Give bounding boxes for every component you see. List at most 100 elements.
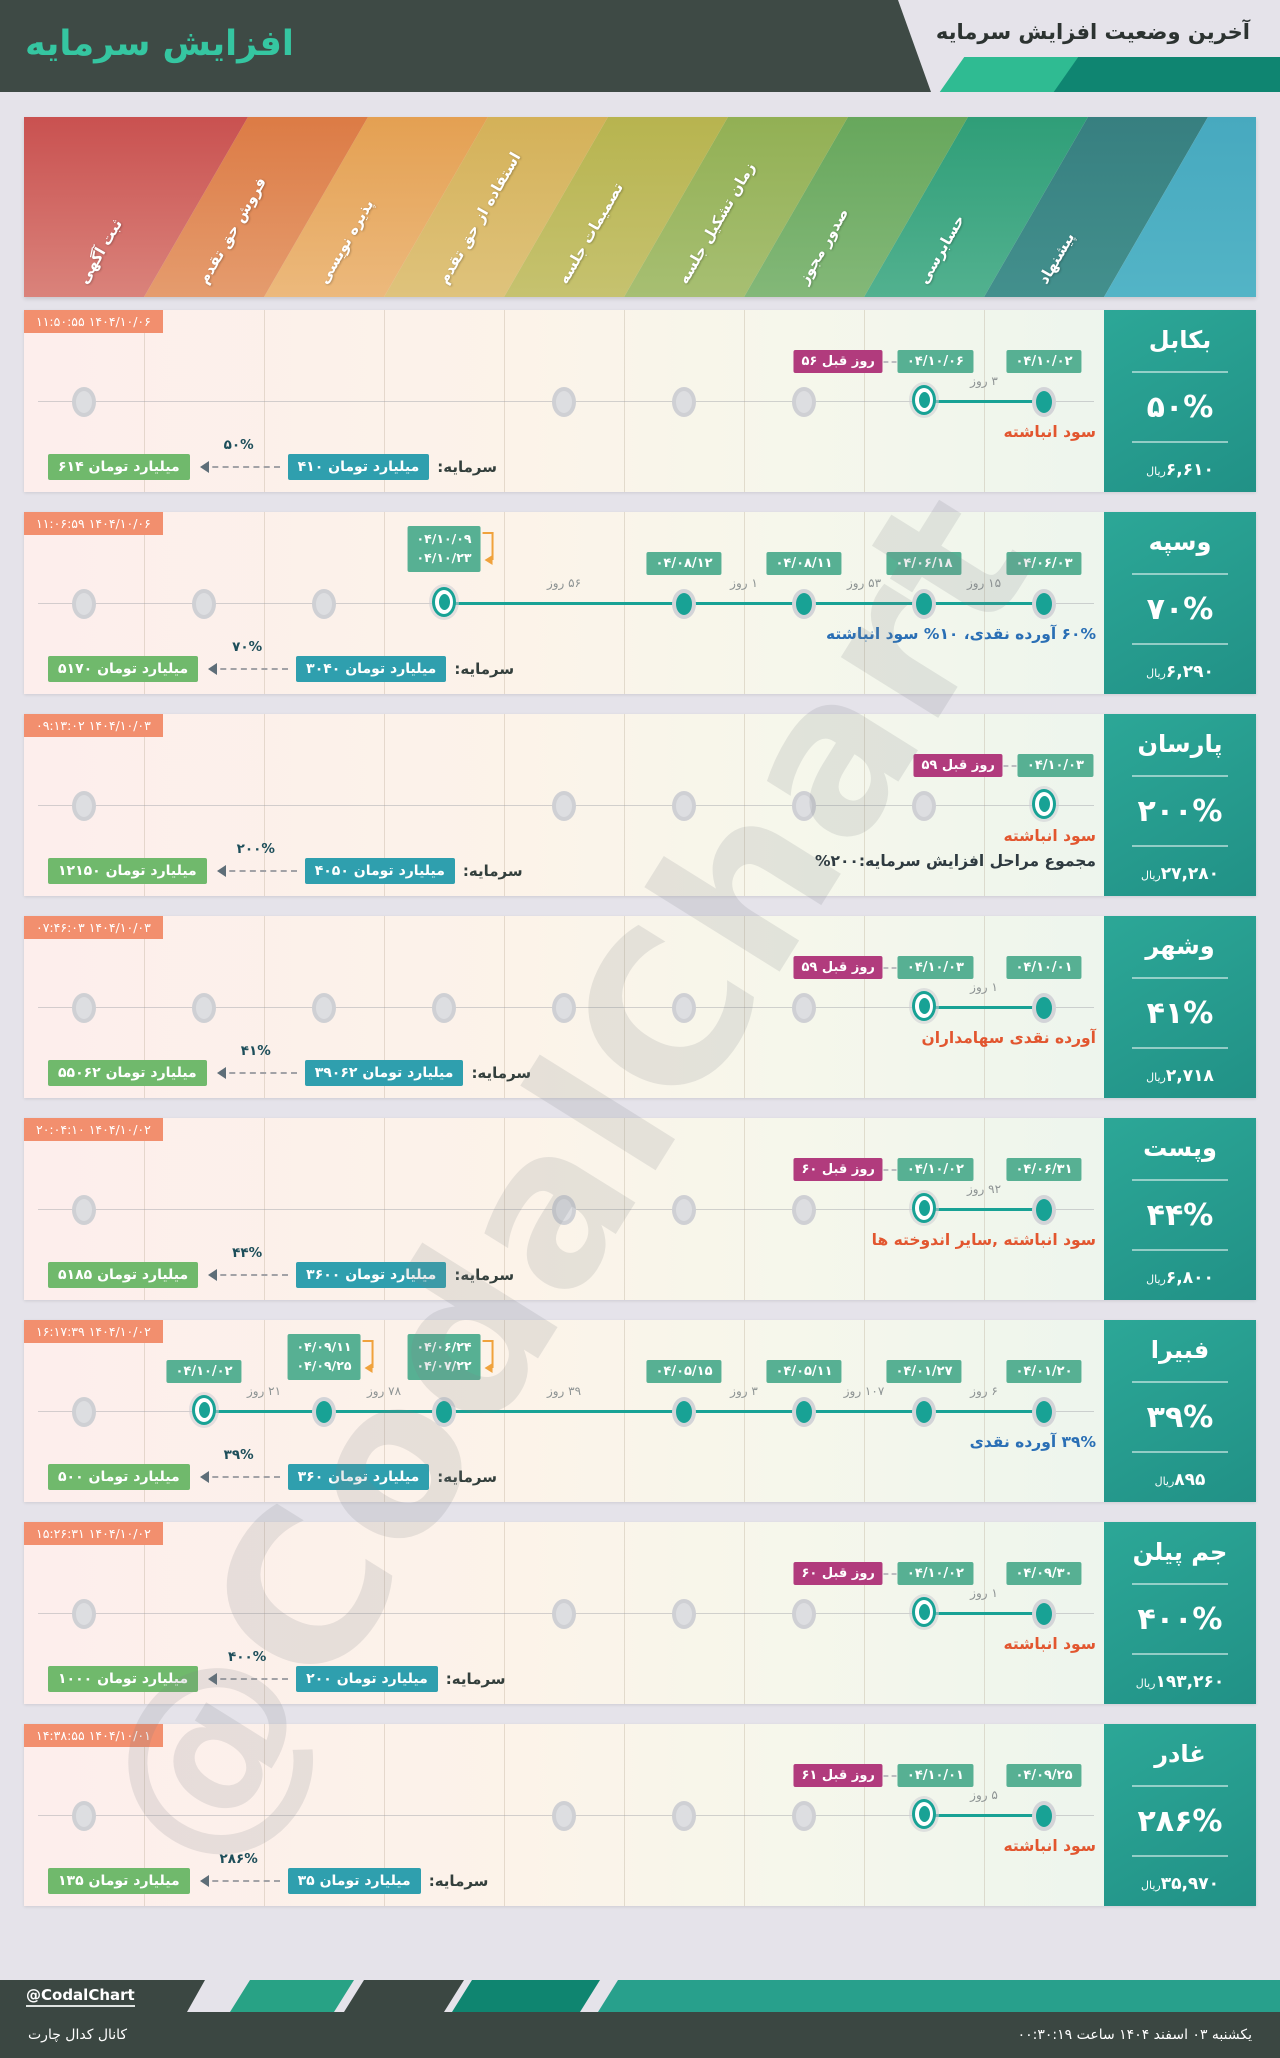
capital-label: سرمایه: <box>437 458 497 476</box>
timeline: ۵۹ روز قبل ۰۴/۱۰/۰۳ سود انباشته مجموع مراحل… <box>24 714 1104 896</box>
description-line: ۶۰% آورده نقدی، ۱۰% سود انباشته <box>825 625 1096 643</box>
company-increase-percent: ۷۰% <box>1146 591 1214 627</box>
capital-current-badge: ۴۱۰ میلیارد تومان <box>287 454 430 480</box>
column-divider <box>384 1724 385 1906</box>
company-increase-percent: ۲۰۰% <box>1137 793 1223 829</box>
company-name: وپست <box>1143 1134 1217 1162</box>
stage-dot-pending <box>312 589 336 619</box>
footer-accent-shape <box>230 1980 354 2012</box>
column-divider <box>264 310 265 492</box>
dashed-connector <box>883 1572 897 1575</box>
date-badge: ۰۴/۰۸/۱۲ <box>646 552 722 575</box>
date-badge: ۰۴/۰۶/۲۴ ۰۴/۰۷/۲۲ <box>407 1334 494 1380</box>
gap-days-label: ۱۰۷ روز <box>843 1384 885 1398</box>
company-row: ۰۴/۱۰/۰۱ ۵۹ روز قبل ۰۴/۱۰/۰۳ ۱ روز آورده نقد… <box>24 916 1256 1098</box>
stage-dot <box>1032 1801 1056 1831</box>
company-row: ۰۴/۰۶/۳۱ ۶۰ روز قبل ۰۴/۱۰/۰۲ ۹۲ روز سود انبا… <box>24 1118 1256 1300</box>
capital-arrow: ۴۱% <box>209 1043 303 1088</box>
company-price: ۶,۲۹۰ریال <box>1146 662 1214 682</box>
gap-days-label: ۵ روز <box>970 1788 998 1802</box>
description: ۶۰% آورده نقدی، ۱۰% سود انباشته <box>826 622 1096 647</box>
stage-dot <box>1032 1599 1056 1629</box>
timeline: ۰۴/۰۹/۳۰ ۶۰ روز قبل ۰۴/۱۰/۰۲ ۱ روز سود انباش… <box>24 1522 1104 1704</box>
timeline: ۰۴/۰۶/۰۳ ۰۴/۰۶/۱۸ ۰۴/۰۸/۱۱ ۰۴/۰۸/۱۲ ۰۴/۱۰/۰۹… <box>24 512 1104 694</box>
panel-divider <box>1132 774 1228 777</box>
date-text: ۰۴/۰۹/۳۰ <box>1015 1566 1073 1581</box>
price-number: ۶,۲۹۰ <box>1165 662 1214 682</box>
panel-divider <box>1132 370 1228 373</box>
date-badge: ۰۴/۱۰/۰۲ <box>897 1562 973 1585</box>
date-text: ۰۴/۰۱/۲۰ <box>1015 1364 1073 1379</box>
company-row: ۵۹ روز قبل ۰۴/۱۰/۰۳ سود انباشته مجموع مراحل… <box>24 714 1256 896</box>
column-divider <box>384 1118 385 1300</box>
company-panel: غادر ۲۸۶% ۳۵,۹۷۰ریال <box>1104 1724 1256 1906</box>
price-number: ۲,۷۱۸ <box>1165 1066 1214 1086</box>
capital-percent-label: ۷۰% <box>232 639 263 655</box>
capital-label: سرمایه: <box>437 1468 497 1486</box>
dashed-line <box>201 1476 280 1478</box>
company-name: غادر <box>1154 1740 1206 1768</box>
capital-current-badge: ۲۰۰ میلیارد تومان <box>296 1666 438 1692</box>
range-bracket-icon <box>362 1340 374 1373</box>
capital-target-badge: ۵۱۸۵ میلیارد تومان <box>48 1262 199 1288</box>
column-divider <box>264 512 265 694</box>
capital-arrow: ۲۰۰% <box>209 841 303 886</box>
date-text: ۰۴/۰۵/۱۱ <box>775 1364 833 1379</box>
range-bracket-arrow-icon <box>359 1363 373 1373</box>
company-name: پارسان <box>1137 730 1223 758</box>
company-increase-percent: ۴۱% <box>1146 995 1214 1031</box>
dashed-connector <box>883 1774 897 1777</box>
date-text: ۰۴/۱۰/۰۲ <box>175 1364 233 1379</box>
price-number: ۲۷,۲۸۰ <box>1160 864 1220 884</box>
dashed-line <box>201 466 280 468</box>
stage-dot-current <box>192 1395 216 1425</box>
column-divider <box>624 714 625 896</box>
dot-core <box>918 392 930 408</box>
gap-days-label: ۳ روز <box>730 1384 758 1398</box>
description-line: آورده نقدی سهامداران <box>921 1029 1096 1047</box>
capital-current-badge: ۳۵ میلیارد تومان <box>287 1868 421 1894</box>
stage-connector <box>924 1006 1044 1009</box>
date-text: ۰۴/۱۰/۰۱ <box>1015 960 1073 975</box>
panel-divider <box>1132 441 1228 444</box>
stage-dot-pending <box>552 1195 576 1225</box>
company-name: وسپه <box>1148 528 1212 556</box>
date-text: ۰۴/۰۵/۱۵ <box>655 1364 713 1379</box>
capital-group: ۶۱۴ میلیارد تومان ۵۰% ۴۱۰ میلیارد تومان سرم… <box>48 437 497 482</box>
company-row: ۰۴/۱۰/۰۲ ۵۶ روز قبل ۰۴/۱۰/۰۶ ۳ روز سود انباش… <box>24 310 1256 492</box>
dot-core <box>198 1402 210 1418</box>
panel-divider <box>1132 1178 1228 1181</box>
company-name: فبیرا <box>1150 1336 1210 1364</box>
stage-dot-pending <box>552 387 576 417</box>
price-unit: ریال <box>1154 1475 1175 1488</box>
stage-dot-current <box>1032 789 1056 819</box>
company-price: ۱۹۳,۲۶۰ریال <box>1136 1672 1224 1692</box>
page-title: افزایش سرمایه <box>25 24 294 64</box>
stage-dot-current <box>912 1799 936 1829</box>
stage-dot <box>1032 387 1056 417</box>
stage-dot-pending <box>312 993 336 1023</box>
stage-dot-current <box>912 385 936 415</box>
page-header: افزایش سرمایه آخرین وضعیت افزایش سرمایه <box>0 0 1280 92</box>
gap-days-label: ۱ روز <box>730 576 758 590</box>
panel-divider <box>1132 1653 1228 1656</box>
stage-dot <box>432 1397 456 1427</box>
capital-label: سرمایه: <box>471 1064 532 1082</box>
date-text: ۰۴/۰۶/۳۱ <box>1015 1162 1073 1177</box>
dashed-connector <box>1003 764 1017 767</box>
stage-dot-pending <box>792 387 816 417</box>
date-badge: ۰۴/۱۰/۰۲ <box>166 1360 242 1383</box>
column-divider <box>624 916 625 1098</box>
capital-percent-label: ۴۰۰% <box>228 1649 267 1665</box>
dot-core <box>918 1200 930 1216</box>
dashed-line <box>218 1072 297 1074</box>
date-badge: ۰۴/۰۱/۲۷ <box>886 1360 962 1383</box>
column-divider <box>264 714 265 896</box>
arrow-left-icon <box>202 663 218 675</box>
stage-dot-current <box>912 991 936 1021</box>
capital-target-badge: ۵۰۰ میلیارد تومان <box>48 1464 190 1490</box>
stage-connector <box>924 1814 1044 1817</box>
description: سود انباشته مجموع مراحل افزایش سرمایه:۲۰۰… <box>815 824 1096 874</box>
column-divider <box>144 1522 145 1704</box>
column-divider <box>624 1522 625 1704</box>
